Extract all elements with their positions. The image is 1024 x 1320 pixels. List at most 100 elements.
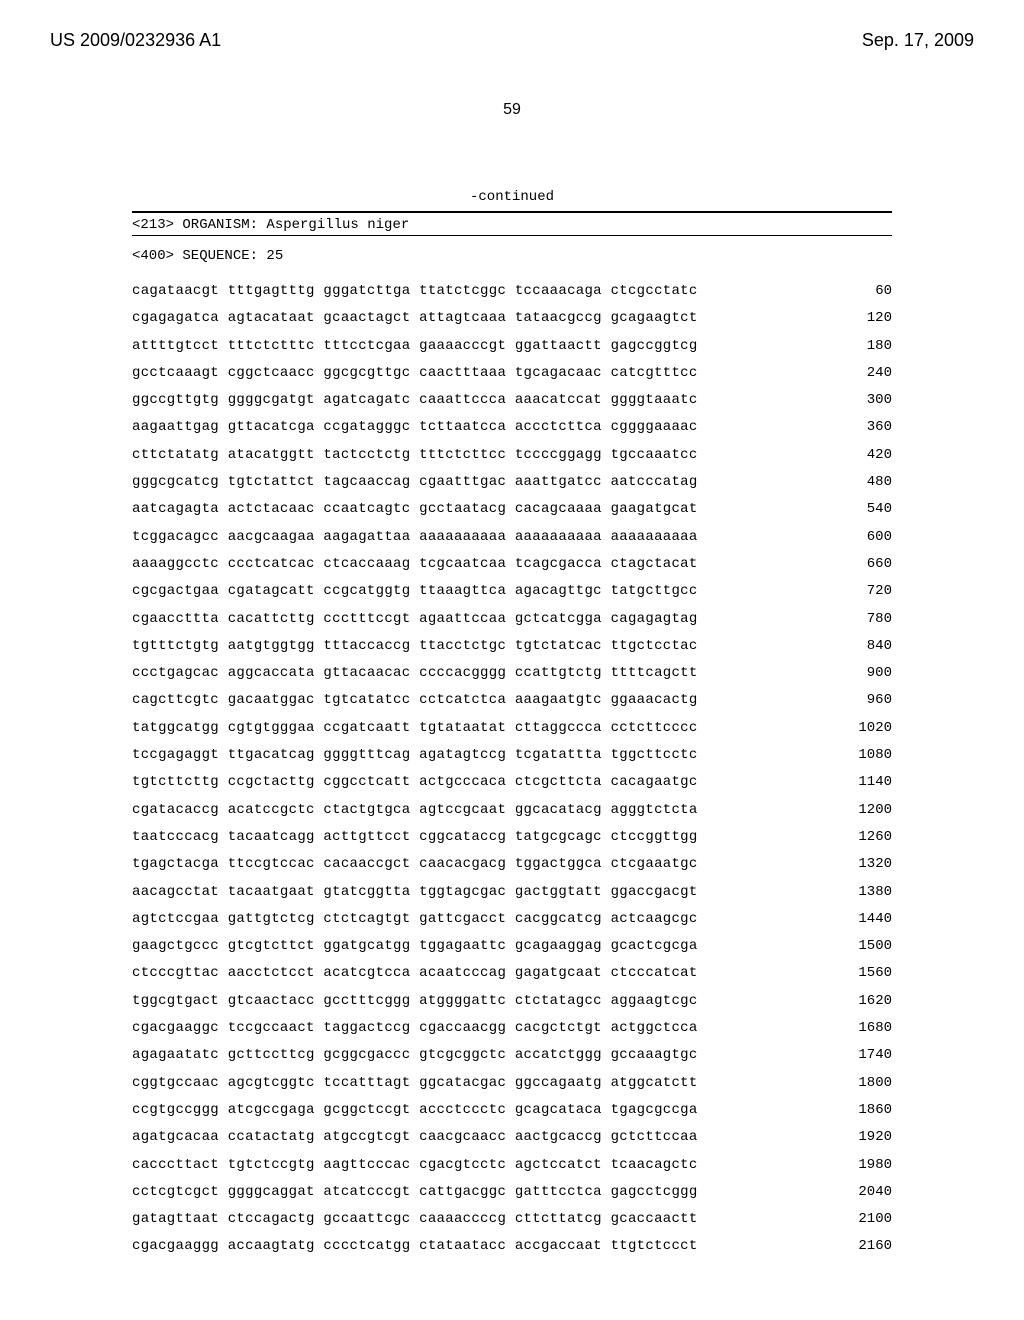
- sequence-row: cgcgactgaa cgatagcatt ccgcatggtg ttaaagt…: [132, 578, 892, 605]
- sequence-row: aagaattgag gttacatcga ccgatagggc tcttaat…: [132, 414, 892, 441]
- sequence-position: 1560: [832, 960, 892, 987]
- sequence-bases: tatggcatgg cgtgtgggaa ccgatcaatt tgtataa…: [132, 715, 698, 742]
- sequence-block: -continued <213> ORGANISM: Aspergillus n…: [132, 189, 892, 1261]
- sequence-position: 1260: [832, 824, 892, 851]
- sequence-row: ccgtgccggg atcgccgaga gcggctccgt accctcc…: [132, 1097, 892, 1124]
- page-number: 59: [50, 101, 974, 119]
- sequence-position: 1740: [832, 1042, 892, 1069]
- sequence-row: aaaaggcctc ccctcatcac ctcaccaaag tcgcaat…: [132, 551, 892, 578]
- sequence-bases: cgaaccttta cacattcttg ccctttccgt agaattc…: [132, 606, 698, 633]
- sequence-bases: agagaatatc gcttccttcg gcggcgaccc gtcgcgg…: [132, 1042, 698, 1069]
- sequence-bases: gcctcaaagt cggctcaacc ggcgcgttgc caacttt…: [132, 360, 698, 387]
- sequence-position: 1380: [832, 879, 892, 906]
- sequence-bases: tgtttctgtg aatgtggtgg tttaccaccg ttacctc…: [132, 633, 698, 660]
- sequence-bases: cgatacaccg acatccgctc ctactgtgca agtccgc…: [132, 797, 698, 824]
- sequence-bases: tccgagaggt ttgacatcag ggggtttcag agatagt…: [132, 742, 698, 769]
- sequence-position: 900: [832, 660, 892, 687]
- sequence-position: 1980: [832, 1152, 892, 1179]
- sequence-row: cagcttcgtc gacaatggac tgtcatatcc cctcatc…: [132, 687, 892, 714]
- sequence-row: attttgtcct tttctctttc tttcctcgaa gaaaacc…: [132, 333, 892, 360]
- sequence-row: taatcccacg tacaatcagg acttgttcct cggcata…: [132, 824, 892, 851]
- sequence-position: 600: [832, 524, 892, 551]
- sequence-row: cgaaccttta cacattcttg ccctttccgt agaattc…: [132, 606, 892, 633]
- continued-label: -continued: [132, 189, 892, 205]
- rule-top: [132, 211, 892, 213]
- sequence-position: 1680: [832, 1015, 892, 1042]
- sequence-row: tatggcatgg cgtgtgggaa ccgatcaatt tgtataa…: [132, 715, 892, 742]
- sequence-bases: taatcccacg tacaatcagg acttgttcct cggcata…: [132, 824, 698, 851]
- sequence-row: cggtgccaac agcgtcggtc tccatttagt ggcatac…: [132, 1070, 892, 1097]
- sequence-row: cttctatatg atacatggtt tactcctctg tttctct…: [132, 442, 892, 469]
- sequence-row: cgatacaccg acatccgctc ctactgtgca agtccgc…: [132, 797, 892, 824]
- sequence-position: 1920: [832, 1124, 892, 1151]
- sequence-row: aatcagagta actctacaac ccaatcagtc gcctaat…: [132, 496, 892, 523]
- sequence-row: agagaatatc gcttccttcg gcggcgaccc gtcgcgg…: [132, 1042, 892, 1069]
- sequence-position: 180: [832, 333, 892, 360]
- sequence-row: cagataacgt tttgagtttg gggatcttga ttatctc…: [132, 278, 892, 305]
- sequence-position: 1800: [832, 1070, 892, 1097]
- sequence-bases: tcggacagcc aacgcaagaa aagagattaa aaaaaaa…: [132, 524, 698, 551]
- sequence-bases: ggccgttgtg ggggcgatgt agatcagatc caaattc…: [132, 387, 698, 414]
- sequence-position: 2100: [832, 1206, 892, 1233]
- sequence-bases: ctcccgttac aacctctcct acatcgtcca acaatcc…: [132, 960, 698, 987]
- sequence-row: gcctcaaagt cggctcaacc ggcgcgttgc caacttt…: [132, 360, 892, 387]
- sequence-bases: tgtcttcttg ccgctacttg cggcctcatt actgccc…: [132, 769, 698, 796]
- sequence-bases: tggcgtgact gtcaactacc gcctttcggg atgggga…: [132, 988, 698, 1015]
- sequence-bases: cgacgaaggg accaagtatg cccctcatgg ctataat…: [132, 1233, 698, 1260]
- sequence-bases: ccgtgccggg atcgccgaga gcggctccgt accctcc…: [132, 1097, 698, 1124]
- sequence-position: 1080: [832, 742, 892, 769]
- sequence-bases: cacccttact tgtctccgtg aagttcccac cgacgtc…: [132, 1152, 698, 1179]
- sequence-bases: cagcttcgtc gacaatggac tgtcatatcc cctcatc…: [132, 687, 698, 714]
- sequence-row: tccgagaggt ttgacatcag ggggtttcag agatagt…: [132, 742, 892, 769]
- sequence-row: tgtcttcttg ccgctacttg cggcctcatt actgccc…: [132, 769, 892, 796]
- sequence-bases: ccctgagcac aggcaccata gttacaacac ccccacg…: [132, 660, 698, 687]
- sequence-position: 1440: [832, 906, 892, 933]
- sequence-row: ccctgagcac aggcaccata gttacaacac ccccacg…: [132, 660, 892, 687]
- sequence-position: 1140: [832, 769, 892, 796]
- sequence-row: ctcccgttac aacctctcct acatcgtcca acaatcc…: [132, 960, 892, 987]
- sequence-bases: aacagcctat tacaatgaat gtatcggtta tggtagc…: [132, 879, 698, 906]
- sequence-row: cacccttact tgtctccgtg aagttcccac cgacgtc…: [132, 1152, 892, 1179]
- sequence-position: 1020: [832, 715, 892, 742]
- sequence-position: 540: [832, 496, 892, 523]
- sequence-bases: cgagagatca agtacataat gcaactagct attagtc…: [132, 305, 698, 332]
- sequence-position: 1860: [832, 1097, 892, 1124]
- sequence-position: 120: [832, 305, 892, 332]
- sequence-bases: cttctatatg atacatggtt tactcctctg tttctct…: [132, 442, 698, 469]
- sequence-row: gatagttaat ctccagactg gccaattcgc caaaacc…: [132, 1206, 892, 1233]
- sequence-position: 300: [832, 387, 892, 414]
- sequence-position: 660: [832, 551, 892, 578]
- sequence-bases: agatgcacaa ccatactatg atgccgtcgt caacgca…: [132, 1124, 698, 1151]
- sequence-position: 420: [832, 442, 892, 469]
- sequence-position: 960: [832, 687, 892, 714]
- sequence-position: 240: [832, 360, 892, 387]
- sequence-position: 1500: [832, 933, 892, 960]
- sequence-position: 840: [832, 633, 892, 660]
- sequence-row: cctcgtcgct ggggcaggat atcatcccgt cattgac…: [132, 1179, 892, 1206]
- sequence-row: agatgcacaa ccatactatg atgccgtcgt caacgca…: [132, 1124, 892, 1151]
- sequence-bases: attttgtcct tttctctttc tttcctcgaa gaaaacc…: [132, 333, 698, 360]
- sequence-bases: agtctccgaa gattgtctcg ctctcagtgt gattcga…: [132, 906, 698, 933]
- rule-bottom: [132, 235, 892, 236]
- sequence-row: ggccgttgtg ggggcgatgt agatcagatc caaattc…: [132, 387, 892, 414]
- sequence-row: gaagctgccc gtcgtcttct ggatgcatgg tggagaa…: [132, 933, 892, 960]
- sequence-row: tcggacagcc aacgcaagaa aagagattaa aaaaaaa…: [132, 524, 892, 551]
- sequence-position: 1200: [832, 797, 892, 824]
- sequence-bases: gatagttaat ctccagactg gccaattcgc caaaacc…: [132, 1206, 698, 1233]
- sequence-bases: gggcgcatcg tgtctattct tagcaaccag cgaattt…: [132, 469, 698, 496]
- sequence-row: agtctccgaa gattgtctcg ctctcagtgt gattcga…: [132, 906, 892, 933]
- sequence-row: gggcgcatcg tgtctattct tagcaaccag cgaattt…: [132, 469, 892, 496]
- sequence-position: 480: [832, 469, 892, 496]
- publication-number: US 2009/0232936 A1: [50, 30, 221, 51]
- sequence-bases: cgcgactgaa cgatagcatt ccgcatggtg ttaaagt…: [132, 578, 698, 605]
- sequence-position: 360: [832, 414, 892, 441]
- sequence-bases: cagataacgt tttgagtttg gggatcttga ttatctc…: [132, 278, 698, 305]
- sequence-position: 1620: [832, 988, 892, 1015]
- sequence-row: cgacgaaggc tccgccaact taggactccg cgaccaa…: [132, 1015, 892, 1042]
- sequence-rows: cagataacgt tttgagtttg gggatcttga ttatctc…: [132, 278, 892, 1261]
- sequence-bases: cggtgccaac agcgtcggtc tccatttagt ggcatac…: [132, 1070, 698, 1097]
- sequence-bases: aatcagagta actctacaac ccaatcagtc gcctaat…: [132, 496, 698, 523]
- sequence-bases: cgacgaaggc tccgccaact taggactccg cgaccaa…: [132, 1015, 698, 1042]
- sequence-row: tgagctacga ttccgtccac cacaaccgct caacacg…: [132, 851, 892, 878]
- sequence-position: 1320: [832, 851, 892, 878]
